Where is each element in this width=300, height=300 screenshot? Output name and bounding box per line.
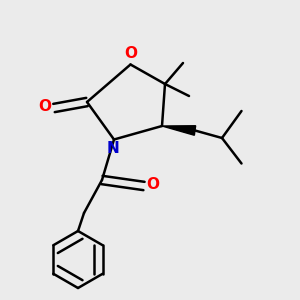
Polygon shape <box>162 126 196 135</box>
Text: N: N <box>106 141 119 156</box>
Text: O: O <box>124 46 137 62</box>
Text: O: O <box>38 99 52 114</box>
Text: O: O <box>146 177 160 192</box>
